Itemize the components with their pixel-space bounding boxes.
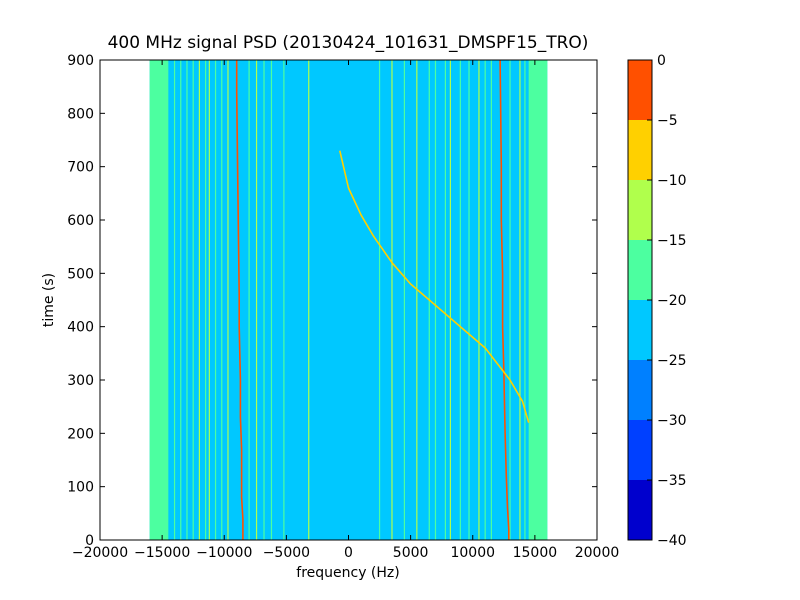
x-tick-label: −15000	[134, 545, 190, 561]
colorbar-tick-label: −5	[657, 113, 678, 129]
colorbar-tick-label: 0	[657, 53, 666, 69]
plot-layer	[149, 59, 548, 540]
colorbar-tick-label: −25	[657, 353, 687, 369]
colorbar-segment	[628, 420, 652, 480]
colorbar-segment	[628, 300, 652, 360]
x-axis-label: frequency (Hz)	[296, 565, 399, 581]
colorbar-tick-label: −20	[657, 293, 687, 309]
psd-edge-band	[528, 60, 548, 540]
y-tick-label: 300	[67, 373, 94, 389]
signal-trace-2	[499, 59, 510, 540]
x-tick-label: 20000	[575, 545, 620, 561]
signal-trace-1	[235, 60, 244, 540]
x-tick-label: −5000	[263, 545, 310, 561]
colorbar-tick-label: −10	[657, 173, 687, 189]
x-tick-label: 0	[344, 545, 353, 561]
colorbar-segment	[628, 60, 652, 120]
x-tick-label: −20000	[72, 545, 128, 561]
colorbar-segment	[628, 180, 652, 240]
y-tick-label: 100	[67, 480, 94, 496]
y-tick-label: 700	[67, 160, 94, 176]
y-tick-label: 900	[67, 53, 94, 69]
y-tick-label: 200	[67, 426, 94, 442]
chart-title: 400 MHz signal PSD (20130424_101631_DMSP…	[108, 33, 589, 53]
colorbar: −40 −35 −30 −25 −20 −15 −10 −5 0	[627, 53, 687, 549]
signal-trace-3	[339, 150, 530, 423]
y-tick-label: 500	[67, 266, 94, 282]
colorbar-tick-label: −30	[657, 413, 687, 429]
colorbar-segment	[628, 360, 652, 420]
psd-edge-band	[149, 60, 169, 540]
colorbar-segment	[628, 120, 652, 180]
x-tick-label: 10000	[450, 545, 495, 561]
y-tick-label: 0	[85, 533, 94, 549]
y-axis: 0 100 200 300 400 500 600 700 800 900	[67, 53, 597, 549]
y-tick-label: 400	[67, 320, 94, 336]
colorbar-segment	[628, 240, 652, 300]
x-axis: −20000 −15000 −10000 −5000 0 5000 10000 15000 20…	[72, 60, 619, 561]
colorbar-tick-label: −40	[657, 533, 687, 549]
x-tick-label: 5000	[393, 545, 429, 561]
colorbar-tick-label: −35	[657, 473, 687, 489]
y-tick-label: 600	[67, 213, 94, 229]
colorbar-segment	[628, 480, 652, 540]
x-tick-label: 15000	[513, 545, 558, 561]
colorbar-tick-label: −15	[657, 233, 687, 249]
y-axis-label: time (s)	[41, 273, 57, 327]
x-tick-label: −10000	[196, 545, 252, 561]
y-tick-label: 800	[67, 106, 94, 122]
